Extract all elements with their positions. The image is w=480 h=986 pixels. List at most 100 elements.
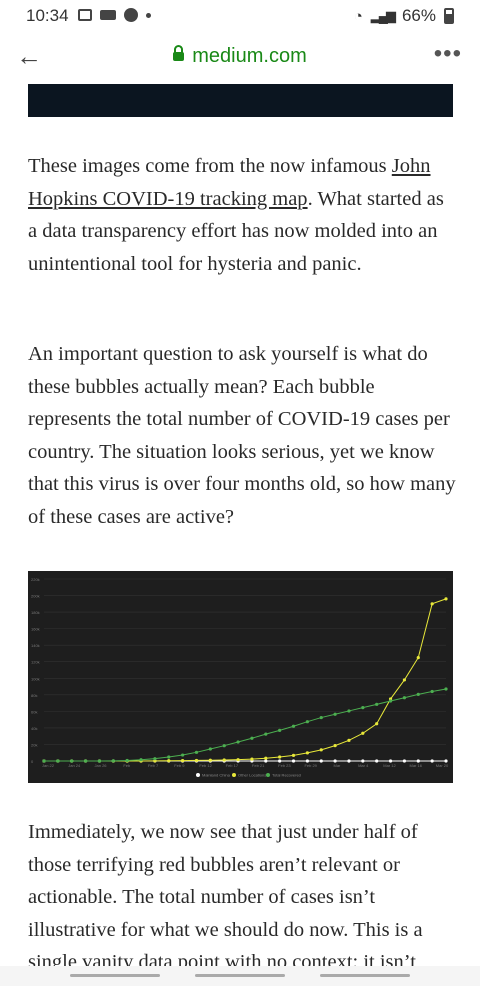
more-options-icon[interactable]: ••• [433, 40, 462, 67]
wifi-icon: ◔ [353, 7, 363, 25]
back-arrow-icon[interactable]: ← [16, 41, 42, 71]
data-point [278, 755, 282, 759]
covid-chart: 0 20k 40k 60k 80k 100k 120k 140k 160k 180k 200k 220… [28, 571, 453, 783]
x-tick-label: Mar 16 [410, 763, 423, 768]
data-point [333, 712, 337, 716]
x-tick-label: Feb 12 [199, 763, 212, 768]
data-point [375, 722, 379, 726]
data-point [361, 706, 365, 710]
x-tick-label: Feb 7 [148, 763, 159, 768]
x-tick-label: Feb [123, 763, 131, 768]
legend-marker [196, 773, 200, 777]
url-domain[interactable]: medium.com [0, 45, 480, 68]
data-point [264, 759, 268, 763]
data-point [333, 759, 337, 763]
x-tick-label: Mar 4 [358, 763, 369, 768]
nav-recent-icon[interactable] [70, 974, 160, 977]
x-tick-label: Feb 9 [174, 763, 185, 768]
y-tick-label: 100k [31, 676, 40, 681]
article-image [28, 84, 453, 117]
more-notifications-icon [146, 12, 151, 18]
data-point [291, 724, 296, 728]
x-tick-label: Feb 29 [304, 763, 317, 768]
data-point [361, 759, 365, 763]
data-point [347, 759, 351, 763]
y-tick-label: 140k [31, 643, 40, 648]
data-point [153, 759, 157, 763]
y-tick-label: 200k [31, 594, 40, 599]
data-point [319, 715, 323, 720]
data-point [236, 758, 240, 762]
data-point [402, 696, 407, 700]
system-nav-bar [0, 966, 480, 986]
article-paragraph-1: These images come from the now infamous … [28, 150, 458, 280]
gallery-icon [78, 9, 92, 21]
data-point [278, 728, 282, 732]
legend-marker [232, 773, 236, 777]
data-point [305, 759, 309, 763]
nav-home-icon[interactable] [195, 974, 285, 977]
data-point [167, 755, 171, 759]
data-point [278, 759, 282, 763]
series-line [44, 598, 447, 762]
data-point [264, 756, 268, 760]
legend-label: Mainland China [202, 773, 231, 778]
y-tick-label: 60k [31, 709, 37, 714]
data-point [153, 757, 157, 761]
data-point [181, 753, 185, 757]
data-point [402, 759, 407, 763]
data-point [430, 602, 434, 606]
data-point [70, 759, 74, 763]
data-point [444, 597, 448, 601]
y-tick-label: 220k [31, 577, 40, 582]
browser-url-bar: ← medium.com ••• [0, 32, 480, 82]
data-point [97, 759, 102, 763]
data-point [208, 747, 212, 751]
data-point [167, 759, 171, 763]
status-time: 10:34 [26, 6, 69, 25]
battery-icon [444, 8, 454, 24]
data-point [416, 759, 420, 763]
data-point [444, 759, 448, 763]
system-icons: ◔ ▂▄▆ 66% [354, 6, 454, 26]
data-point [139, 758, 143, 762]
nav-back-icon[interactable] [320, 974, 410, 977]
data-point [125, 758, 129, 763]
x-tick-label: Mar 12 [383, 763, 396, 768]
chart-svg: 0 20k 40k 60k 80k 100k 120k 140k 160k 180k 200k 220… [31, 577, 449, 778]
x-tick-label: Feb 23 [278, 763, 291, 768]
paragraph-text: . What started as a data transparency ef… [28, 187, 444, 275]
data-point [375, 702, 379, 706]
domain-text: medium.com [192, 45, 307, 67]
data-point [222, 744, 226, 748]
data-point [305, 751, 309, 755]
y-tick-label: 40k [31, 726, 37, 731]
data-point [416, 655, 420, 660]
x-tick-label: Jan 26 [95, 763, 108, 768]
data-point [83, 759, 88, 763]
data-point [347, 709, 351, 713]
data-point [305, 720, 309, 724]
signal-icon: ▂▄▆ [370, 8, 396, 23]
data-point [388, 699, 393, 703]
x-tick-label: Mar [333, 763, 341, 768]
y-tick-label: 80k [31, 693, 37, 698]
y-tick-label: 20k [31, 742, 37, 747]
data-point [430, 759, 434, 763]
data-point [388, 759, 393, 763]
data-point [333, 744, 337, 748]
data-point [42, 759, 46, 763]
legend-label: Total Recovered [272, 773, 301, 778]
data-point [430, 689, 434, 694]
data-point [375, 759, 379, 763]
data-point [208, 758, 212, 762]
tracking-map-link[interactable]: John Hopkins COVID-19 tracking map [28, 155, 431, 210]
y-tick-label: 160k [31, 627, 40, 632]
data-point [416, 692, 420, 697]
x-tick-label: Feb 21 [252, 763, 265, 768]
data-point [222, 758, 226, 762]
series-line [44, 688, 447, 762]
paragraph-text: These images come from the now infamous [28, 155, 392, 177]
lock-icon [173, 45, 185, 61]
data-point [264, 732, 268, 736]
